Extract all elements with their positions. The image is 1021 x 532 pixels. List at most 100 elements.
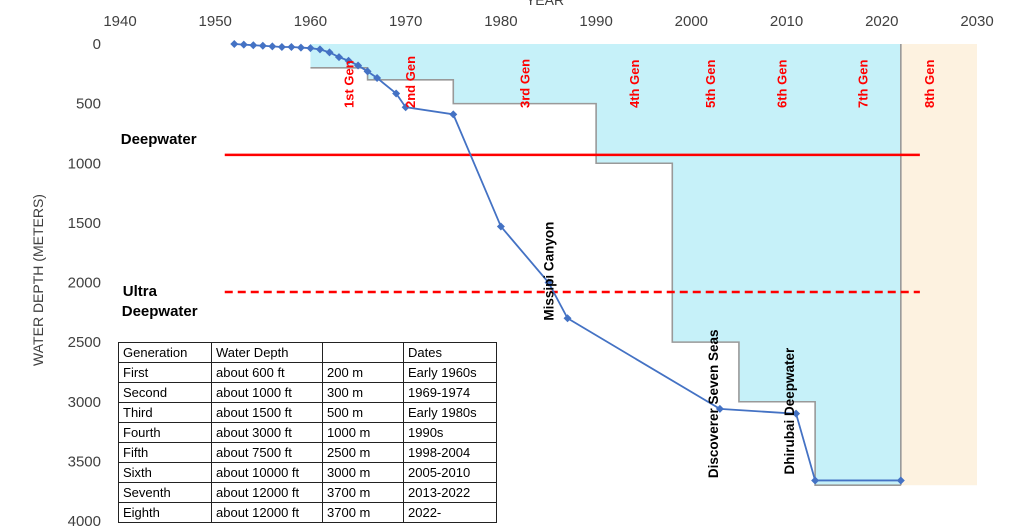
- data-point: [315, 45, 324, 54]
- generation-label: 8th Gen: [922, 60, 937, 108]
- data-point: [230, 40, 239, 48]
- y-tick-label: 1000: [68, 155, 101, 172]
- table-row: Fifth about 7500 ft 2500 m 1998-2004: [118, 442, 497, 463]
- table-cell: 2500 m: [322, 442, 404, 463]
- data-point: [258, 41, 267, 50]
- x-tick-label: 1950: [199, 13, 232, 30]
- y-tick-label: 2500: [68, 334, 101, 351]
- table-cell: Fifth: [118, 442, 212, 463]
- table-cell: about 1500 ft: [211, 402, 323, 423]
- data-point: [296, 43, 305, 52]
- generation-label: 4th Gen: [627, 60, 642, 108]
- table-cell: 3000 m: [322, 462, 404, 483]
- data-point: [325, 48, 334, 57]
- data-point: [363, 67, 372, 76]
- x-axis-title: YEAR: [526, 0, 564, 8]
- table-cell: about 12000 ft: [211, 482, 323, 503]
- table-cell: 1000 m: [322, 422, 404, 443]
- data-point: [249, 41, 258, 50]
- data-point: [287, 42, 296, 51]
- x-tick-label: 1970: [389, 13, 422, 30]
- future-band: [900, 44, 977, 486]
- table-cell: 500 m: [322, 402, 404, 423]
- table-cell: Early 1960s: [403, 362, 497, 383]
- generation-label: 7th Gen: [855, 60, 870, 108]
- table-cell: about 7500 ft: [211, 442, 323, 463]
- table-cell: 3700 m: [322, 502, 404, 523]
- data-point: [268, 42, 277, 51]
- annotation-label: Missipi Canyon: [541, 222, 556, 321]
- table-cell: Eighth: [118, 502, 212, 523]
- y-tick-label: 2000: [68, 275, 101, 292]
- table-row: Sixth about 10000 ft 3000 m 2005-2010: [118, 462, 497, 483]
- data-point: [277, 42, 286, 51]
- x-tick-label: 2000: [675, 13, 708, 30]
- table-cell: about 600 ft: [211, 362, 323, 383]
- x-tick-label: 2030: [960, 13, 993, 30]
- axes-layer: 1940 1950 1960 1970 1980 1990 2000 2010 2020 2030…: [30, 0, 994, 530]
- table-header-row: Generation Water Depth Dates: [118, 342, 497, 363]
- table-row: Third about 1500 ft 500 m Early 1980s: [118, 402, 497, 423]
- generation-table: Generation Water Depth Dates First about 600…: [118, 342, 497, 523]
- table-cell: about 10000 ft: [211, 462, 323, 483]
- reference-line-label: Deepwater: [121, 131, 197, 148]
- series-layer: [230, 40, 905, 485]
- labels-layer: Deepwater Ultra Deepwater 1st Gen 2nd Gen 3rd…: [121, 56, 937, 478]
- table-cell: 1969-1974: [403, 382, 497, 403]
- table-cell: about 12000 ft: [211, 502, 323, 523]
- table-row: First about 600 ft 200 m Early 1960s: [118, 362, 497, 383]
- table-cell: Seventh: [118, 482, 212, 503]
- x-tick-label: 1960: [294, 13, 327, 30]
- data-point: [373, 73, 382, 82]
- generation-label: 3rd Gen: [517, 59, 532, 108]
- data-point: [792, 409, 801, 418]
- table-header-cell: Generation: [118, 342, 212, 363]
- table-cell: 2013-2022: [403, 482, 497, 503]
- annotation-label: Discoverer Seven Seas: [706, 329, 721, 478]
- table-cell: Second: [118, 382, 212, 403]
- x-tick-label: 1940: [103, 13, 136, 30]
- background-layer: [900, 44, 977, 486]
- reference-lines: [224, 153, 920, 294]
- data-point: [811, 476, 820, 485]
- generation-label: 2nd Gen: [403, 56, 418, 108]
- x-tick-label: 1990: [579, 13, 612, 30]
- table-cell: about 1000 ft: [211, 382, 323, 403]
- y-tick-label: 4000: [68, 513, 101, 530]
- annotation-label: Dhirubai Deepwater: [782, 347, 797, 475]
- table-cell: 200 m: [322, 362, 404, 383]
- reference-line-label: Deepwater: [122, 303, 198, 320]
- data-point: [896, 476, 905, 485]
- table-cell: 1990s: [403, 422, 497, 443]
- table-cell: Third: [118, 402, 212, 423]
- data-point: [344, 56, 353, 65]
- table-header-cell: [322, 342, 404, 363]
- data-point: [544, 278, 553, 287]
- data-point: [335, 53, 344, 62]
- data-point: [563, 314, 572, 323]
- table-cell: 2022-: [403, 502, 497, 523]
- table-row: Seventh about 12000 ft 3700 m 2013-2022: [118, 482, 497, 503]
- table-cell: 2005-2010: [403, 462, 497, 483]
- data-point: [392, 89, 401, 98]
- y-tick-label: 500: [76, 96, 101, 113]
- table-header-cell: Dates: [403, 342, 497, 363]
- data-point: [449, 110, 458, 119]
- table-cell: 300 m: [322, 382, 404, 403]
- table-cell: 1998-2004: [403, 442, 497, 463]
- table-cell: Sixth: [118, 462, 212, 483]
- x-tick-label: 1980: [484, 13, 517, 30]
- table-header-cell: Water Depth: [211, 342, 323, 363]
- y-tick-label: 1500: [68, 215, 101, 232]
- table-cell: First: [118, 362, 212, 383]
- table-cell: Early 1980s: [403, 402, 497, 423]
- reference-line-label: Ultra: [123, 283, 158, 300]
- generation-label: 6th Gen: [775, 60, 790, 108]
- table-row: Second about 1000 ft 300 m 1969-1974: [118, 382, 497, 403]
- y-tick-label: 3000: [68, 394, 101, 411]
- x-tick-label: 2010: [770, 13, 803, 30]
- y-tick-label: 0: [93, 36, 101, 53]
- y-axis-title: WATER DEPTH (METERS): [30, 194, 46, 366]
- x-tick-label: 2020: [865, 13, 898, 30]
